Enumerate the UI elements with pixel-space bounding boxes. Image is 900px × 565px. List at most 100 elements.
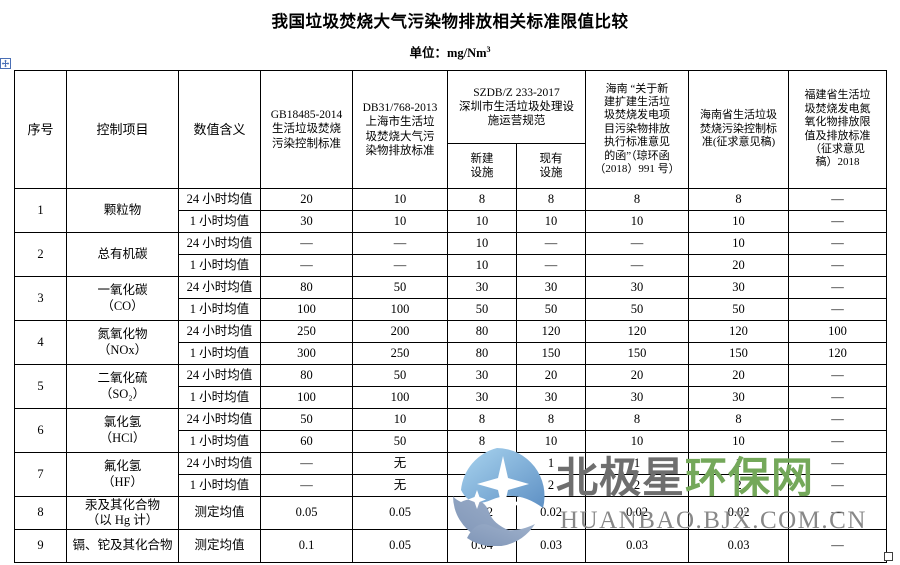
unit-value: mg/Nm	[446, 45, 487, 60]
table-row: 1 小时均值 60 50 8 10 10 10—	[15, 430, 887, 453]
row-value: —	[788, 386, 887, 409]
standards-table-container: 序号 控制项目 数值含义 GB18485-2014 生活垃圾焚烧 污染控制标准 …	[14, 70, 887, 563]
row-meaning: 24 小时均值	[178, 452, 261, 475]
row-value: 20	[260, 188, 353, 211]
row-value: 100	[260, 298, 353, 321]
row-value: 8	[688, 188, 789, 211]
row-value: 0.02	[585, 496, 689, 530]
table-resize-handle[interactable]	[884, 552, 893, 561]
row-value: —	[788, 254, 887, 277]
header-szdb-existing-facility: 现有 设施	[516, 143, 586, 189]
row-meaning: 1 小时均值	[178, 298, 261, 321]
row-index: 2	[14, 232, 67, 277]
table-move-handle[interactable]	[0, 58, 11, 69]
header-hainan-standard-line-2: 准(征求意见稿)	[701, 136, 776, 149]
row-value: 8	[585, 188, 689, 211]
row-value: —	[352, 232, 448, 255]
header-szdb-233: SZDB/Z 233-2017 深圳市生活垃圾处理设 施运营规范	[447, 70, 586, 144]
row-value: 30	[585, 386, 689, 409]
row-value: —	[585, 254, 689, 277]
row-value: 200	[352, 320, 448, 343]
row-value: —	[788, 232, 887, 255]
header-hainan-standard-line-1: 焚烧污染控制标	[700, 122, 777, 135]
row-value: 0.02	[447, 496, 517, 530]
row-item-name: 总有机碳	[66, 232, 179, 277]
row-value: 30	[447, 364, 517, 387]
header-fujian-line-1: 圾焚烧发电氮	[804, 102, 871, 115]
header-szdb-new-facility: 新建 设施	[447, 143, 517, 189]
row-value: 30	[447, 276, 517, 299]
table-row: 6 氯化氢 （HCl） 24 小时均值 50 10 8 8 8 8—	[14, 408, 887, 453]
header-hainan-letter-line-1: 建扩建生活垃	[604, 95, 670, 108]
table-row: 4 氮氧化物 （NOx） 24 小时均值 250 200 80 120 120 120 100	[14, 320, 887, 365]
row-value: 150	[585, 342, 689, 365]
row-value: 2	[447, 474, 517, 497]
header-szdb-new-line-0: 新建	[470, 152, 494, 165]
row-value: 150	[688, 342, 789, 365]
row-value: 0.03	[688, 529, 789, 563]
row-value: —	[788, 474, 887, 497]
row-value: 0.03	[585, 529, 689, 563]
row-index: 9	[14, 529, 67, 563]
row-value: 10	[447, 254, 517, 277]
row-item-line: 总有机碳	[97, 246, 148, 261]
row-value: 1	[447, 452, 517, 475]
header-szdb-old-line-0: 现有	[539, 152, 563, 165]
unit-label: 单位：	[409, 45, 447, 60]
row-value: 30	[447, 386, 517, 409]
row-item-line: （HCl）	[99, 430, 146, 445]
row-value: 8	[447, 430, 517, 453]
row-value: 0.02	[688, 496, 789, 530]
row-value: 0.03	[516, 529, 586, 563]
row-value: 0.04	[447, 529, 517, 563]
header-row-main: 序号 控制项目 数值含义 GB18485-2014 生活垃圾焚烧 污染控制标准 …	[14, 70, 887, 189]
header-db31-line-0: DB31/768-2013	[362, 102, 438, 115]
header-hainan-letter-line-4: 执行标准意见	[604, 136, 670, 149]
row-index: 3	[14, 276, 67, 321]
standards-comparison-table: 序号 控制项目 数值含义 GB18485-2014 生活垃圾焚烧 污染控制标准 …	[14, 70, 887, 563]
row-meaning: 测定均值	[178, 496, 261, 530]
row-value: —	[788, 452, 887, 475]
row-value: —	[352, 254, 448, 277]
row-item-name: 汞及其化合物 （以 Hg 计）	[66, 496, 179, 530]
header-meaning: 数值含义	[178, 70, 261, 189]
row-value: 10	[352, 210, 448, 233]
row-value: 10	[585, 430, 689, 453]
row-value: 80	[447, 342, 517, 365]
row-value: 120	[585, 320, 689, 343]
row-value: 0.02	[516, 496, 586, 530]
row-value: 10	[688, 430, 789, 453]
row-value: 50	[352, 430, 448, 453]
table-row: 2 总有机碳 24 小时均值 — —10— —10—	[14, 232, 887, 277]
row-value: —	[260, 254, 353, 277]
page-title: 我国垃圾焚烧大气污染物排放相关标准限值比较	[271, 12, 629, 31]
row-value: 0.1	[260, 529, 353, 563]
header-fujian-line-5: 稿）2018	[815, 156, 860, 169]
row-meaning: 测定均值	[178, 529, 261, 563]
row-value: 250	[260, 320, 353, 343]
row-value: 50	[447, 298, 517, 321]
row-meaning: 24 小时均值	[178, 188, 261, 211]
row-item-line: （以 Hg 计）	[86, 513, 159, 527]
row-index: 5	[14, 364, 67, 409]
header-item: 控制项目	[66, 70, 179, 189]
row-meaning: 24 小时均值	[178, 232, 261, 255]
row-value: 60	[260, 430, 353, 453]
row-item-line: （HF）	[102, 474, 143, 489]
header-szdb-old-line-1: 设施	[539, 167, 563, 179]
row-value: —	[260, 452, 353, 475]
row-value: 80	[447, 320, 517, 343]
row-value: 30	[585, 276, 689, 299]
row-value: 30	[516, 386, 586, 409]
header-fujian-line-3: 值及排放标准	[804, 129, 871, 142]
header-szdb-new-line-1: 设施	[470, 167, 494, 179]
row-value: —	[260, 232, 353, 255]
row-value: 30	[688, 276, 789, 299]
row-value: 8	[585, 408, 689, 431]
row-value: 30	[260, 210, 353, 233]
row-value: 1	[516, 452, 586, 475]
header-fujian-line-2: 氧化物排放限	[804, 116, 871, 129]
row-value: —	[585, 232, 689, 255]
row-value: 10	[352, 188, 448, 211]
row-meaning: 24 小时均值	[178, 320, 261, 343]
